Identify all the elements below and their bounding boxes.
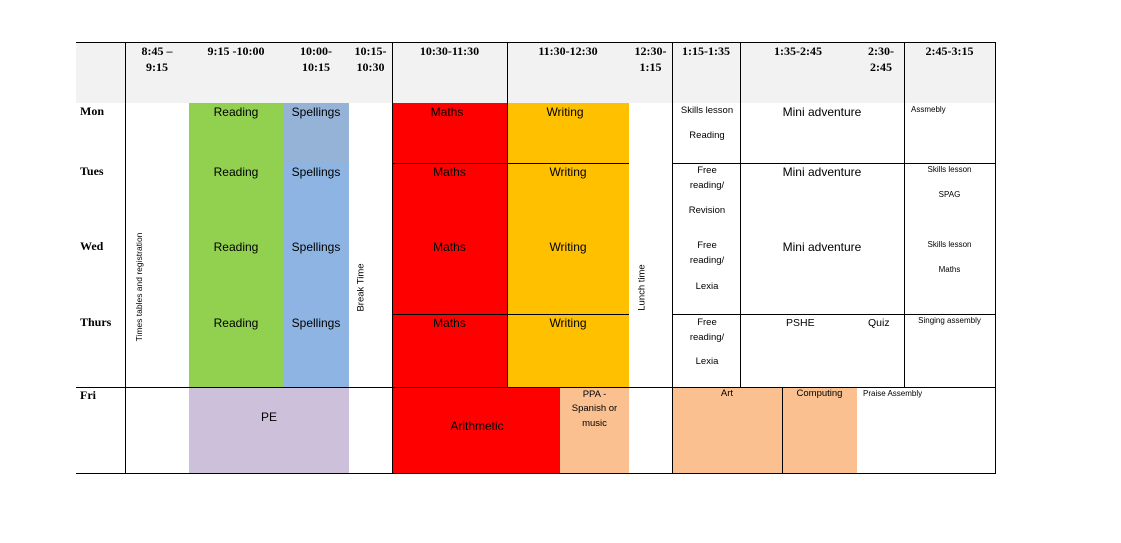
- gridline-v6: [904, 42, 905, 387]
- maths-wed: Maths: [433, 240, 466, 254]
- thurs-lexia: Lexia: [695, 356, 719, 367]
- tues-revision: Revision: [688, 205, 726, 216]
- wed-skills-lesson: Skills lesson: [927, 240, 972, 249]
- gridline-top: [76, 42, 996, 43]
- break-time-label: Break Time: [355, 263, 367, 312]
- reading-tues: Reading: [213, 165, 259, 179]
- gridline-v7: [782, 387, 783, 473]
- pe-block: [189, 387, 349, 473]
- reading-mon: Reading: [213, 105, 259, 119]
- tues-spag: SPAG: [938, 190, 961, 199]
- time-0230: 2:30- 2:45: [868, 44, 894, 74]
- writing-block: [507, 103, 629, 387]
- gridline-bottom: [76, 473, 996, 474]
- maths-mon: Maths: [430, 105, 464, 119]
- gridline-v2: [392, 42, 393, 474]
- times-tables-label: Times tables and registration: [134, 232, 144, 342]
- ppa-block: [560, 387, 629, 473]
- day-mon: Mon: [80, 104, 104, 118]
- wed-maths: Maths: [938, 265, 961, 274]
- gridline-wed-thurs: [392, 314, 629, 315]
- writing-thurs: Writing: [549, 316, 587, 330]
- reading-wed: Reading: [213, 240, 259, 254]
- praise-assembly: Praise Assembly: [863, 389, 923, 398]
- time-0115: 1:15-1:35: [682, 44, 730, 58]
- writing-wed: Writing: [549, 240, 587, 254]
- reading-thurs: Reading: [213, 316, 259, 330]
- computing-label: Computing: [796, 388, 843, 399]
- time-0245: 2:45-3:15: [925, 44, 974, 58]
- art-block: [672, 387, 782, 473]
- wed-lexia: Lexia: [695, 281, 719, 292]
- spellings-block: [283, 163, 349, 387]
- tues-free-reading: Free reading/: [689, 165, 725, 191]
- arithmetic-label: Arithmetic: [450, 419, 504, 433]
- time-1015: 10:15- 10:30: [354, 44, 387, 74]
- mon-reading: Reading: [689, 130, 725, 141]
- spellings-wed: Spellings: [291, 240, 341, 254]
- maths-block: [392, 103, 507, 387]
- art-label: Art: [720, 388, 734, 399]
- singing-assembly: Singing assembly: [918, 316, 981, 325]
- time-0845: 8:45 – 9:15: [141, 44, 173, 74]
- mini-adventure-wed: Mini adventure: [782, 240, 862, 254]
- mini-adventure-tues: Mini adventure: [782, 165, 862, 179]
- spellings-block-mon: [283, 103, 349, 163]
- time-0915: 9:15 -10:00: [207, 44, 265, 58]
- spellings-tues: Spellings: [291, 165, 341, 179]
- time-0135: 1:35-2:45: [774, 44, 822, 58]
- day-tues: Tues: [80, 164, 104, 178]
- time-1230: 12:30- 1:15: [634, 44, 667, 74]
- maths-thurs: Maths: [433, 316, 466, 330]
- gridline-v1: [125, 42, 126, 474]
- day-thurs: Thurs: [80, 315, 112, 329]
- gridline-mon-tues: [392, 163, 629, 164]
- pshe-label: PSHE: [786, 317, 815, 329]
- time-1000: 10:00- 10:15: [300, 44, 332, 74]
- time-1130: 11:30-12:30: [538, 44, 598, 58]
- maths-tues: Maths: [433, 165, 466, 179]
- day-wed: Wed: [80, 239, 104, 253]
- arithmetic-block: [392, 387, 560, 473]
- spellings-mon: Spellings: [291, 105, 341, 119]
- quiz-label: Quiz: [868, 317, 890, 329]
- gridline-right: [995, 42, 996, 474]
- mini-adventure-mon: Mini adventure: [782, 105, 862, 119]
- assembly-mon: Assmebly: [911, 105, 946, 114]
- gridline-v3: [507, 42, 508, 387]
- gridline-thurs-fri: [76, 387, 996, 388]
- gridline-wed-thurs-pm: [672, 314, 996, 315]
- thurs-free-reading: Free reading/: [689, 317, 725, 343]
- mon-skills-lesson: Skills lesson: [680, 105, 734, 116]
- reading-block: [189, 103, 283, 387]
- computing-block: [782, 387, 857, 473]
- writing-mon: Writing: [546, 105, 584, 119]
- gridline-mon-tues-pm: [672, 163, 996, 164]
- header-row-background: [76, 42, 996, 103]
- spellings-thurs: Spellings: [291, 316, 341, 330]
- tues-skills-lesson: Skills lesson: [927, 165, 972, 174]
- time-1030: 10:30-11:30: [419, 44, 480, 58]
- lunch-time-label: Lunch time: [636, 264, 648, 311]
- writing-tues: Writing: [549, 165, 587, 179]
- gridline-v4: [672, 42, 673, 474]
- pe-label: PE: [260, 410, 277, 424]
- day-fri: Fri: [80, 388, 96, 402]
- gridline-v5: [740, 42, 741, 387]
- ppa-label: PPA - Spanish or music: [571, 389, 618, 429]
- wed-free-reading: Free reading/: [689, 240, 725, 266]
